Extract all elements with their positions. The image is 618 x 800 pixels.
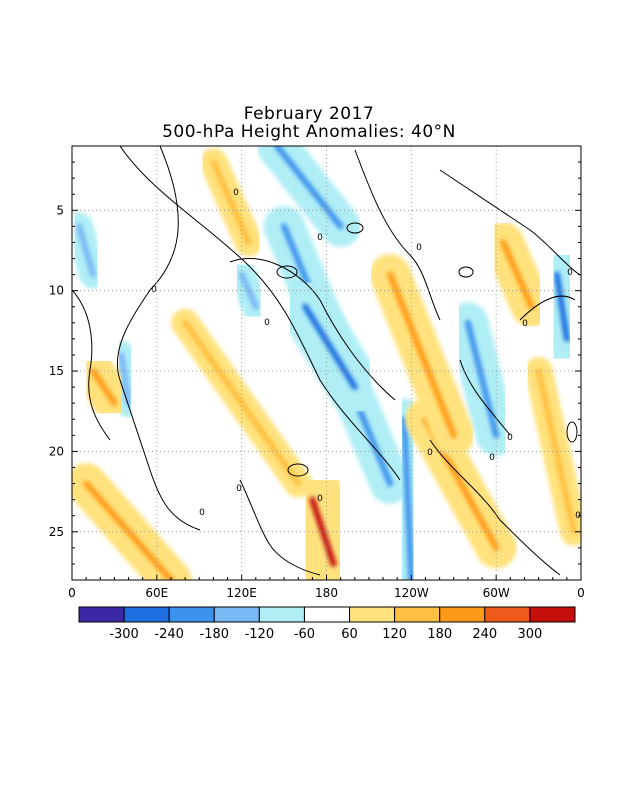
y-tick-label: 5 (56, 203, 64, 217)
zero-contour-loop (566, 421, 578, 443)
colorbar-swatch (168, 606, 215, 623)
zero-contour-line (459, 359, 511, 436)
contour-label: 0 (507, 433, 513, 443)
zero-contour-line (519, 295, 576, 321)
contour-label: 0 (233, 188, 239, 198)
contour-label: 0 (199, 508, 205, 518)
anomaly-field (72, 146, 581, 580)
x-tick-label: 60E (145, 586, 168, 600)
contour-label: 0 (427, 448, 433, 458)
colorbar-labels: -300 -240 -180 -120 -60 60 120 180 240 300 (109, 627, 542, 642)
zero-contour-line (149, 146, 179, 291)
y-tick-label: 15 (49, 364, 64, 378)
x-axis: 0 60E 120E 180 120W 60W 0 (68, 575, 585, 600)
contour-label: 0 (522, 319, 528, 329)
colorbar-swatch (123, 606, 170, 623)
anomaly-core (553, 271, 570, 342)
anomaly-core (302, 303, 358, 391)
colorbar (78, 606, 576, 623)
anomaly-core (401, 416, 415, 580)
contour-label: 0 (416, 243, 422, 253)
contour-label: 0 (151, 285, 157, 295)
colorbar-label: 60 (341, 627, 358, 642)
zero-contour-line (229, 257, 396, 401)
anomaly-core (464, 319, 500, 439)
x-tick-label: 0 (577, 586, 585, 600)
anomaly-core (274, 146, 344, 230)
zero-contour-line (354, 149, 441, 321)
colorbar-label: -240 (154, 627, 184, 642)
zero-contour-line (72, 289, 111, 441)
colorbar-swatch (439, 606, 486, 623)
zero-contour-line (119, 146, 401, 481)
contour-label: 0 (567, 268, 573, 278)
y-axis: 5 10 15 20 25 (49, 161, 581, 581)
colorbar-swatch (213, 606, 260, 623)
anomaly-core (76, 223, 97, 278)
contour-label: 0 (317, 233, 323, 243)
chart-subtitle: 500-hPa Height Anomalies: 40°N (162, 122, 456, 142)
anomaly-core (500, 239, 535, 310)
anomaly-core (387, 271, 457, 439)
colorbar-label: -120 (245, 627, 275, 642)
y-tick-label: 25 (49, 525, 64, 539)
zero-contours (72, 146, 581, 576)
x-tick-label: 120E (226, 586, 257, 600)
x-tick-label: 180 (315, 586, 338, 600)
anomaly-core (182, 319, 302, 487)
colorbar-label: 180 (427, 627, 452, 642)
grid-lines (72, 146, 581, 580)
anomaly-core (309, 496, 337, 567)
colorbar-label: 240 (472, 627, 497, 642)
contour-label: 0 (317, 494, 323, 504)
colorbar-label: -180 (200, 627, 230, 642)
anomaly-core (210, 159, 252, 246)
colorbar-swatch (78, 606, 125, 623)
colorbar-label: -300 (109, 627, 139, 642)
zero-contour-loop (458, 266, 474, 278)
contour-label: 0 (236, 484, 242, 494)
x-tick-label: 120W (394, 586, 429, 600)
zero-contour-line (239, 479, 321, 576)
colorbar-swatch (394, 606, 441, 623)
colorbar-label: 300 (517, 627, 542, 642)
zero-contour-line (116, 289, 201, 531)
zero-contour-loop (287, 463, 309, 477)
y-tick-label: 10 (49, 284, 64, 298)
anomaly-core (90, 368, 118, 407)
colorbar-swatch (258, 606, 305, 623)
colorbar-swatch (349, 606, 396, 623)
x-tick-label: 0 (68, 586, 76, 600)
chart-title: February 2017 (243, 104, 375, 124)
colorbar-swatch (303, 606, 351, 623)
contour-label: 0 (264, 318, 270, 328)
colorbar-label: -60 (294, 627, 315, 642)
colorbar-label: 120 (382, 627, 407, 642)
colorbar-swatch (484, 606, 531, 623)
zero-contour-line (429, 439, 561, 576)
x-tick-label: 60W (483, 586, 510, 600)
zero-contour-loop (276, 265, 298, 279)
zero-contour-line (439, 169, 581, 276)
contour-label: 0 (489, 453, 495, 463)
zero-contour-loop (346, 222, 364, 234)
colorbar-swatch (529, 606, 576, 623)
y-tick-label: 20 (49, 444, 64, 458)
